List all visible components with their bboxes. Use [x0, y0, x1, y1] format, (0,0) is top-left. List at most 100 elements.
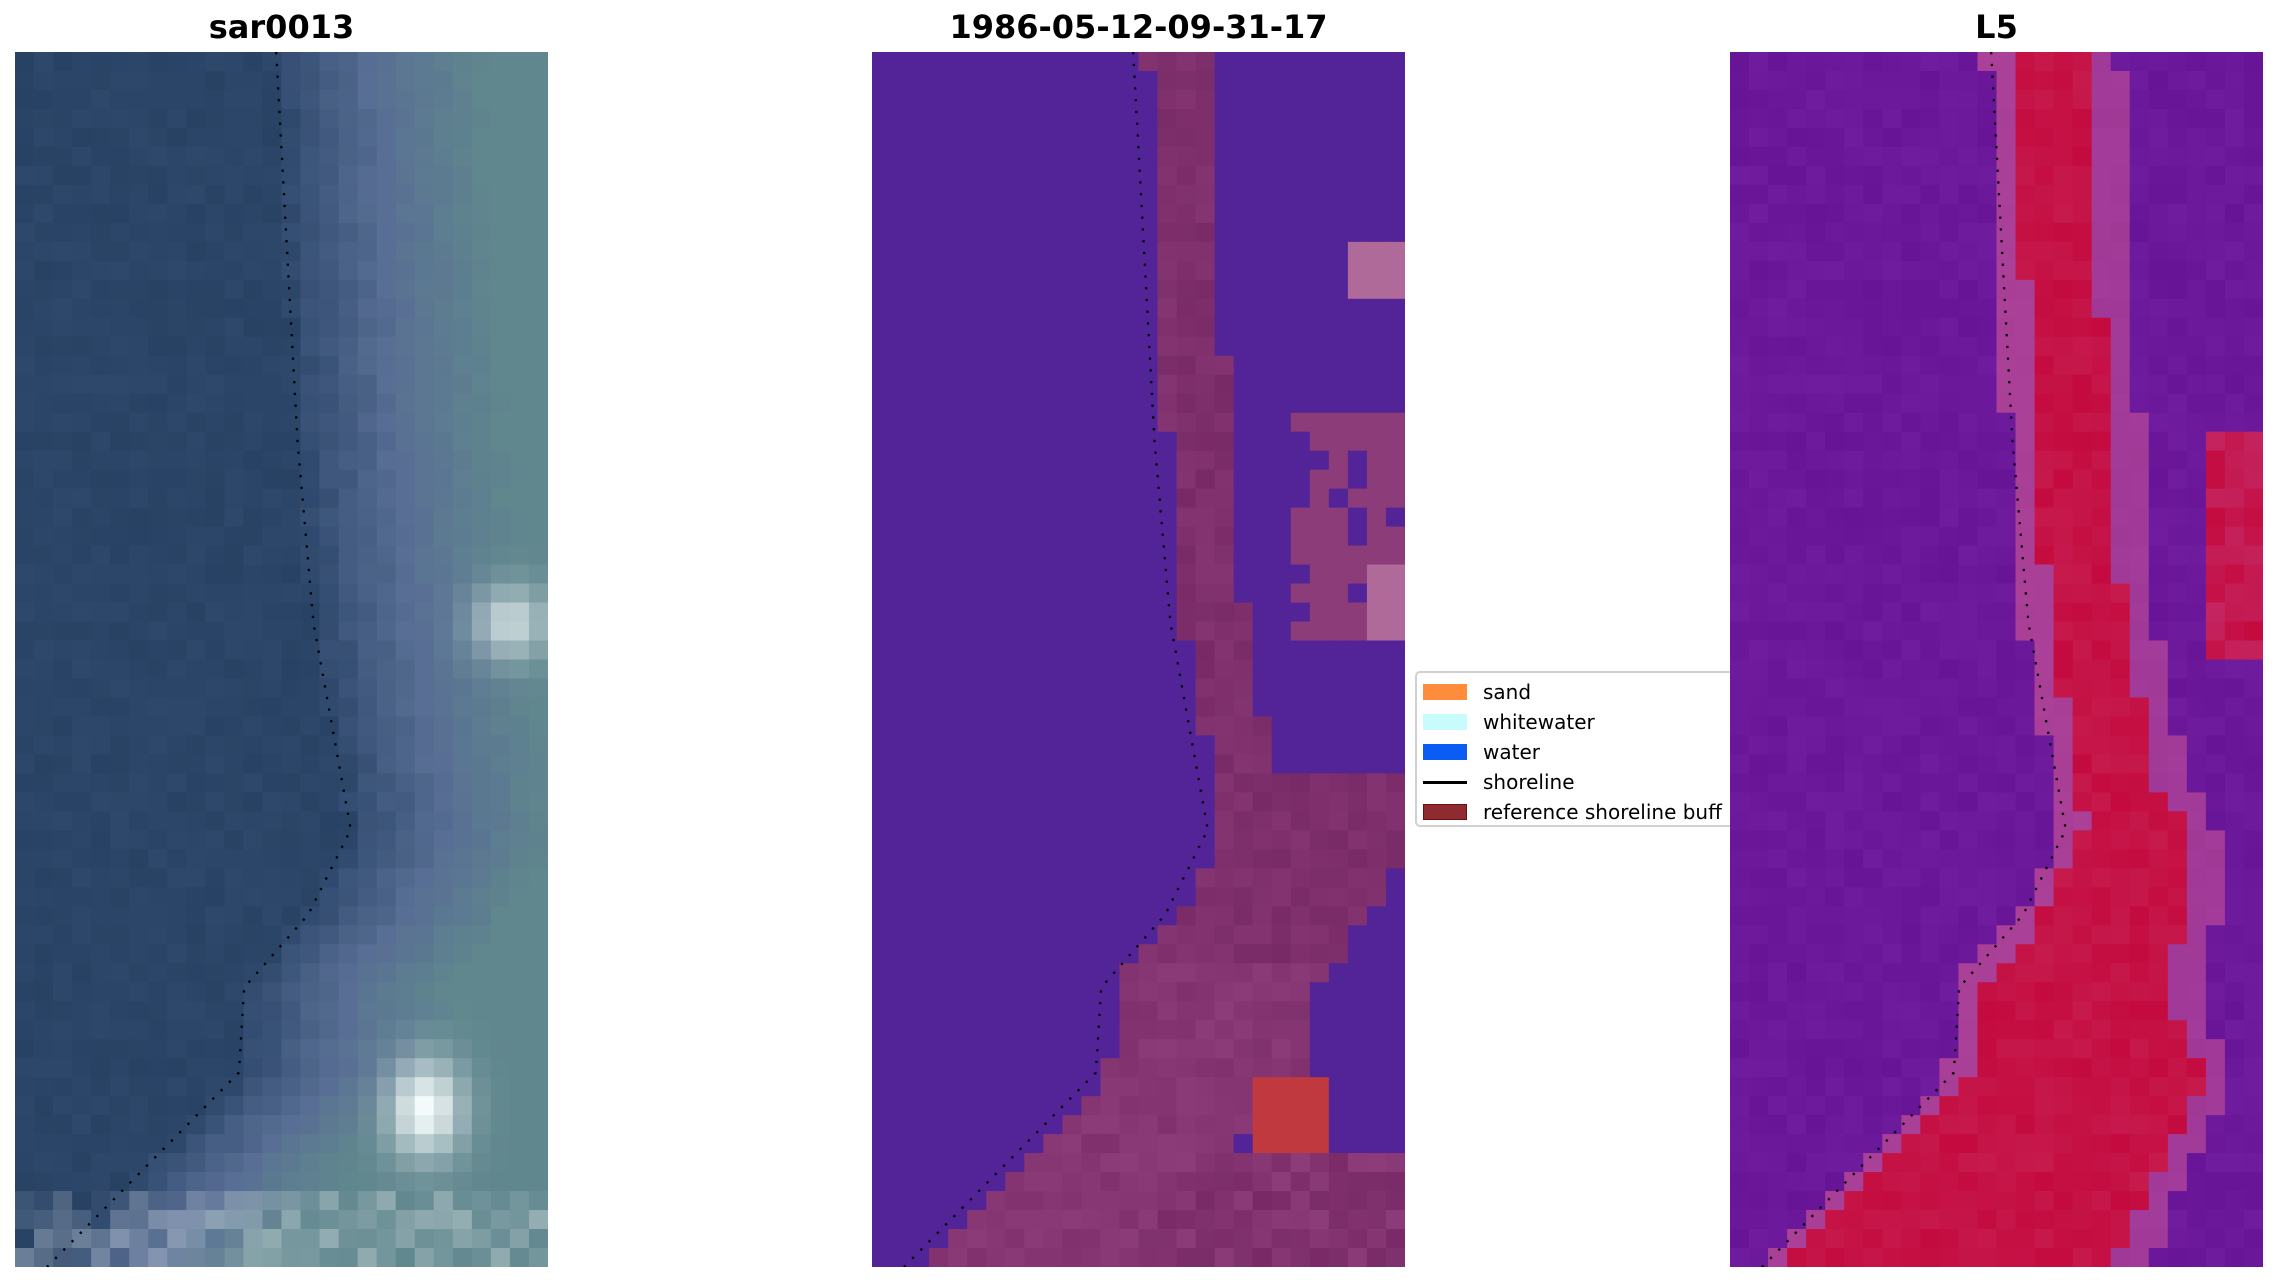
image-pixel	[891, 393, 911, 414]
image-pixel	[1043, 241, 1063, 262]
image-pixel	[1996, 108, 2016, 129]
image-pixel	[967, 754, 987, 774]
image-pixel	[1366, 108, 1387, 129]
image-pixel	[129, 754, 149, 774]
image-pixel	[1749, 108, 1769, 129]
image-pixel	[2148, 602, 2169, 622]
image-pixel	[986, 1229, 1006, 1249]
image-pixel	[490, 1172, 511, 1192]
image-pixel	[1787, 222, 1807, 243]
image-pixel	[338, 507, 359, 527]
image-pixel	[1958, 355, 1978, 376]
image-pixel	[1252, 621, 1273, 641]
image-pixel	[2015, 203, 2035, 224]
image-pixel	[528, 1001, 548, 1021]
image-pixel	[338, 450, 359, 471]
image-pixel	[1100, 887, 1120, 907]
image-pixel	[15, 146, 35, 167]
image-pixel	[1005, 697, 1025, 717]
image-pixel	[1271, 393, 1292, 414]
image-pixel	[1996, 488, 2016, 509]
image-pixel	[129, 1115, 149, 1135]
image-pixel	[34, 1077, 54, 1097]
image-pixel	[2053, 222, 2074, 243]
image-pixel	[528, 887, 548, 907]
image-pixel	[2091, 108, 2112, 129]
image-pixel	[1157, 1172, 1177, 1192]
image-pixel	[1920, 887, 1940, 907]
image-pixel	[53, 165, 73, 186]
image-pixel	[1882, 165, 1902, 186]
image-pixel	[929, 773, 949, 793]
image-pixel	[1233, 184, 1254, 205]
image-pixel	[2167, 564, 2188, 584]
image-pixel	[2129, 849, 2150, 869]
image-pixel	[1749, 545, 1769, 565]
image-pixel	[281, 678, 301, 698]
image-pixel	[948, 792, 968, 812]
image-pixel	[528, 640, 548, 660]
image-pixel	[509, 431, 530, 452]
image-pixel	[1920, 526, 1940, 546]
image-pixel	[891, 374, 911, 395]
image-pixel	[1939, 716, 1959, 736]
image-pixel	[1768, 773, 1788, 793]
image-pixel	[1024, 1229, 1044, 1249]
image-pixel	[148, 621, 168, 641]
image-pixel	[891, 203, 911, 224]
image-pixel	[2224, 70, 2245, 91]
image-pixel	[471, 811, 492, 831]
image-pixel	[2110, 374, 2131, 395]
image-pixel	[72, 982, 92, 1002]
image-pixel	[376, 811, 397, 831]
image-pixel	[91, 602, 111, 622]
image-pixel	[1844, 811, 1864, 831]
image-pixel	[34, 298, 54, 319]
image-pixel	[471, 1020, 492, 1040]
image-pixel	[15, 1210, 35, 1230]
image-pixel	[205, 792, 225, 812]
image-pixel	[1996, 431, 2016, 452]
image-pixel	[872, 336, 892, 357]
image-pixel	[2053, 298, 2074, 319]
image-pixel	[986, 108, 1006, 129]
image-pixel	[471, 279, 492, 300]
image-pixel	[1749, 146, 1769, 167]
image-pixel	[1977, 792, 1997, 812]
image-pixel	[509, 1172, 530, 1192]
image-pixel	[300, 203, 320, 224]
image-pixel	[872, 1077, 892, 1097]
image-pixel	[986, 355, 1006, 376]
image-pixel	[1062, 602, 1082, 622]
image-pixel	[1787, 830, 1807, 850]
image-pixel	[452, 70, 473, 91]
image-pixel	[281, 431, 301, 452]
image-pixel	[395, 963, 416, 983]
image-pixel	[528, 52, 548, 72]
image-pixel	[357, 222, 378, 243]
image-pixel	[262, 1134, 282, 1154]
image-pixel	[129, 336, 149, 357]
image-pixel	[1290, 963, 1311, 983]
image-pixel	[1119, 260, 1139, 281]
image-pixel	[148, 792, 168, 812]
image-pixel	[1081, 602, 1101, 622]
image-pixel	[1100, 1229, 1120, 1249]
image-pixel	[281, 355, 301, 376]
image-pixel	[15, 279, 35, 300]
image-pixel	[376, 431, 397, 452]
image-pixel	[281, 165, 301, 186]
image-pixel	[1271, 1248, 1292, 1267]
image-pixel	[872, 678, 892, 698]
image-pixel	[1863, 89, 1883, 110]
image-pixel	[1328, 1172, 1349, 1192]
image-pixel	[1347, 583, 1368, 603]
image-pixel	[2129, 716, 2150, 736]
image-pixel	[53, 1077, 73, 1097]
image-pixel	[319, 944, 339, 964]
image-pixel	[1024, 1210, 1044, 1230]
image-pixel	[1347, 735, 1368, 755]
image-pixel	[110, 1039, 130, 1059]
image-pixel	[2205, 89, 2226, 110]
image-pixel	[471, 621, 492, 641]
